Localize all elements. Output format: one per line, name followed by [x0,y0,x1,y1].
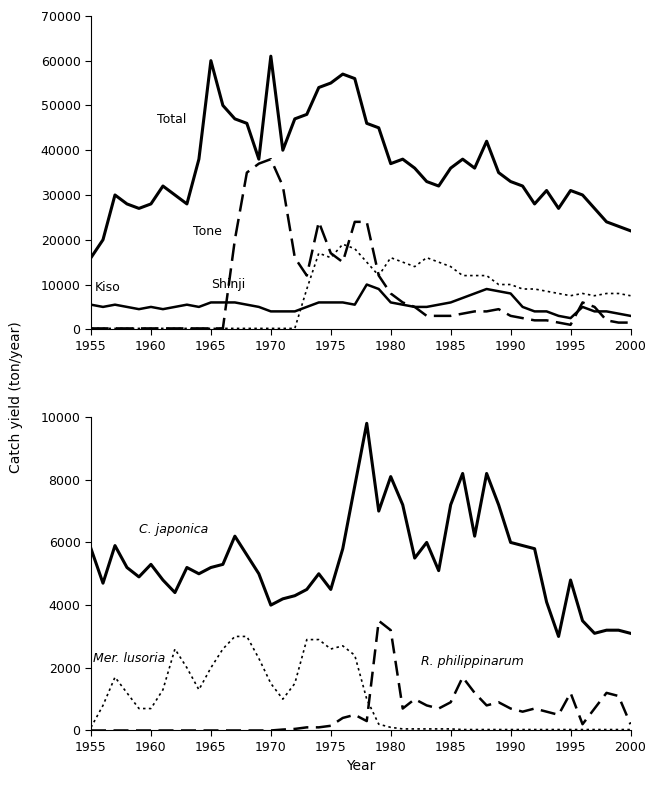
Text: Mer. lusoria: Mer. lusoria [94,652,166,665]
Text: R. philippinarum: R. philippinarum [421,655,523,668]
Text: Shinji: Shinji [211,278,245,291]
Text: Catch yield (ton/year): Catch yield (ton/year) [9,321,23,473]
Text: Total: Total [157,114,187,126]
Text: Kiso: Kiso [95,281,120,295]
X-axis label: Year: Year [346,759,376,773]
Text: C. japonica: C. japonica [139,523,208,536]
Text: Tone: Tone [193,225,222,238]
